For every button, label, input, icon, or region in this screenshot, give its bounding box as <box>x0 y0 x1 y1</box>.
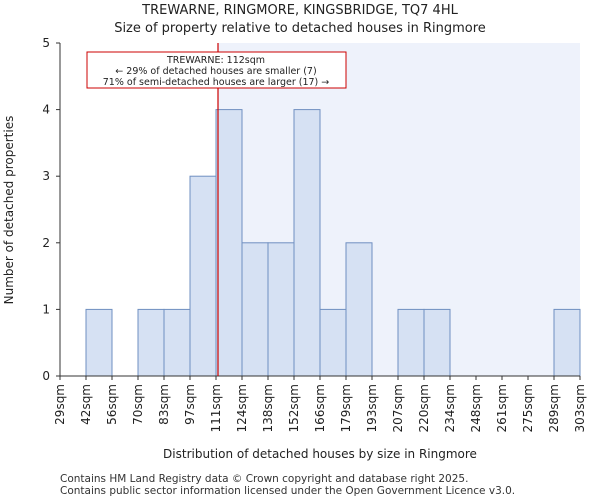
x-tick-label: 220sqm <box>417 384 431 432</box>
x-tick-label: 56sqm <box>105 384 119 425</box>
histogram-bar <box>397 308 425 377</box>
y-tick-label: 5 <box>42 36 50 50</box>
annotation-line-1: TREWARNE: 112sqm <box>166 55 265 66</box>
y-tick-label: 2 <box>42 236 50 250</box>
footer-line-1: Contains HM Land Registry data © Crown c… <box>60 473 469 485</box>
histogram-bar <box>345 242 373 377</box>
x-tick-label: 207sqm <box>391 384 405 432</box>
histogram-bar <box>241 242 269 377</box>
x-tick-label: 111sqm <box>209 384 223 432</box>
y-axis-label: Number of detached properties <box>2 116 16 305</box>
histogram-bar <box>423 308 451 377</box>
histogram-bar <box>319 308 347 377</box>
y-tick-label: 4 <box>42 103 50 117</box>
x-tick-label: 152sqm <box>287 384 301 432</box>
y-tick-label: 1 <box>42 302 50 316</box>
footer-line-2: Contains public sector information licen… <box>60 485 516 497</box>
histogram-bar <box>85 308 113 377</box>
x-tick-label: 261sqm <box>495 384 509 432</box>
histogram-bar <box>189 175 217 377</box>
x-tick-label: 179sqm <box>339 384 353 432</box>
annotation-box <box>86 51 347 89</box>
histogram-bar <box>137 308 165 377</box>
x-tick-label: 234sqm <box>443 384 457 432</box>
x-tick-label: 70sqm <box>131 384 145 425</box>
x-tick-label: 275sqm <box>521 384 535 432</box>
x-tick-label: 97sqm <box>183 384 197 425</box>
chart-title: TREWARNE, RINGMORE, KINGSBRIDGE, TQ7 4HL <box>142 3 458 18</box>
chart-subtitle: Size of property relative to detached ho… <box>114 21 486 36</box>
histogram-bar <box>293 109 321 377</box>
x-tick-label: 124sqm <box>235 384 249 432</box>
x-tick-label: 83sqm <box>157 384 171 425</box>
y-tick-label: 0 <box>42 369 50 383</box>
x-tick-label: 138sqm <box>261 384 275 432</box>
x-tick-label: 166sqm <box>313 384 327 432</box>
x-tick-label: 42sqm <box>79 384 93 425</box>
y-tick-label: 3 <box>42 169 50 183</box>
x-tick-label: 289sqm <box>547 384 561 432</box>
x-tick-label: 29sqm <box>53 384 67 425</box>
histogram-bar <box>267 242 295 377</box>
x-tick-label: 303sqm <box>573 384 587 432</box>
histogram-bar <box>553 308 581 377</box>
annotation-line-2: ← 29% of detached houses are smaller (7) <box>115 66 316 77</box>
histogram-bar <box>163 308 191 377</box>
x-axis-label: Distribution of detached houses by size … <box>163 447 477 461</box>
x-tick-label: 248sqm <box>469 384 483 432</box>
x-tick-label: 193sqm <box>365 384 379 432</box>
annotation-line-3: 71% of semi-detached houses are larger (… <box>103 77 330 88</box>
histogram-bar <box>215 109 243 377</box>
